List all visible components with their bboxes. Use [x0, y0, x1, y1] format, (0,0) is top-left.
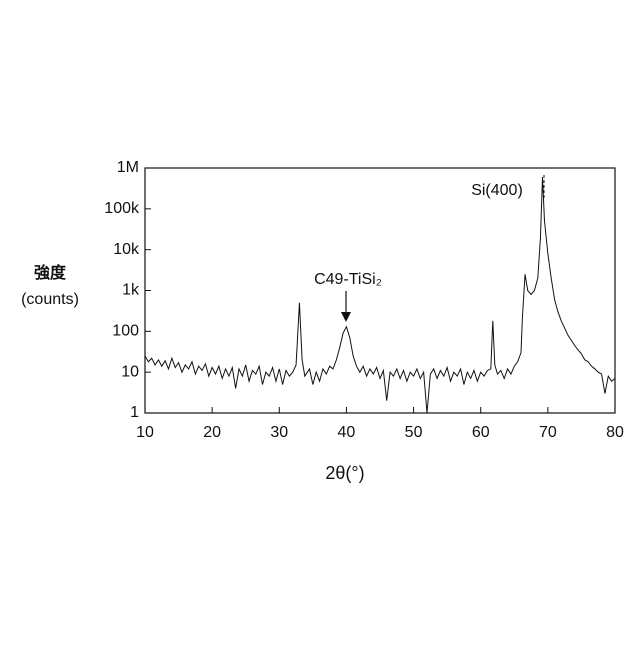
x-tick-label: 60 [472, 424, 490, 441]
x-tick-label: 20 [203, 424, 221, 441]
y-tick-label: 10k [113, 241, 140, 258]
y-tick-label: 10 [121, 363, 139, 380]
x-tick-label: 70 [539, 424, 557, 441]
chart: 強度 (counts) 2θ(°) C49-TiSi₂ Si(400) 1 10 1… [0, 0, 640, 640]
x-axis-label: 2θ(°) [325, 463, 364, 483]
y-tick-label: 100 [112, 323, 139, 340]
data-line [145, 177, 615, 413]
x-tick-label: 10 [136, 424, 154, 441]
annotation: C49-TiSi₂ [314, 271, 382, 288]
y-axis-label: 強度 [34, 263, 67, 282]
y-tick-label: 1M [117, 159, 139, 176]
annotation: Si(400) [471, 182, 523, 199]
y-tick-label: 1k [122, 282, 140, 299]
x-tick-label: 40 [338, 424, 356, 441]
y-axis-label: (counts) [21, 291, 79, 308]
annotation-arrowhead [341, 312, 351, 322]
plot-frame [145, 168, 615, 413]
x-tick-label: 50 [405, 424, 423, 441]
y-tick-label: 1 [130, 404, 139, 421]
x-tick-label: 30 [270, 424, 288, 441]
x-tick-label: 80 [606, 424, 624, 441]
y-tick-label: 100k [104, 200, 140, 217]
page: {"chart_data": {"type": "line", "y_label… [0, 0, 640, 640]
